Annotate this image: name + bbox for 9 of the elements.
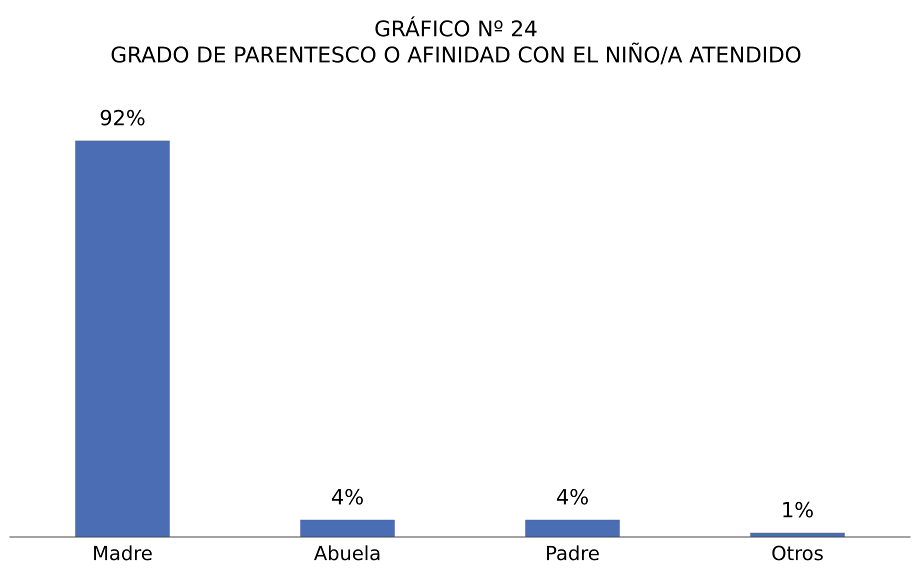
x-tick-label: Padre — [547, 545, 599, 560]
data-label: 4% — [332, 488, 363, 505]
x-tick-label: Abuela — [314, 545, 380, 560]
x-tick-label: Otros — [772, 546, 823, 560]
data-label: 4% — [556, 488, 588, 505]
chart-title: GRÁFICO Nº 24 GRADO DE PARENTESCO O AFINIDAD CON EL NIÑO/A ATENDIDO — [112, 16, 800, 64]
data-label: 92% — [100, 110, 145, 126]
x-tick-label: Madre — [94, 545, 152, 560]
data-label: 1% — [783, 502, 813, 518]
